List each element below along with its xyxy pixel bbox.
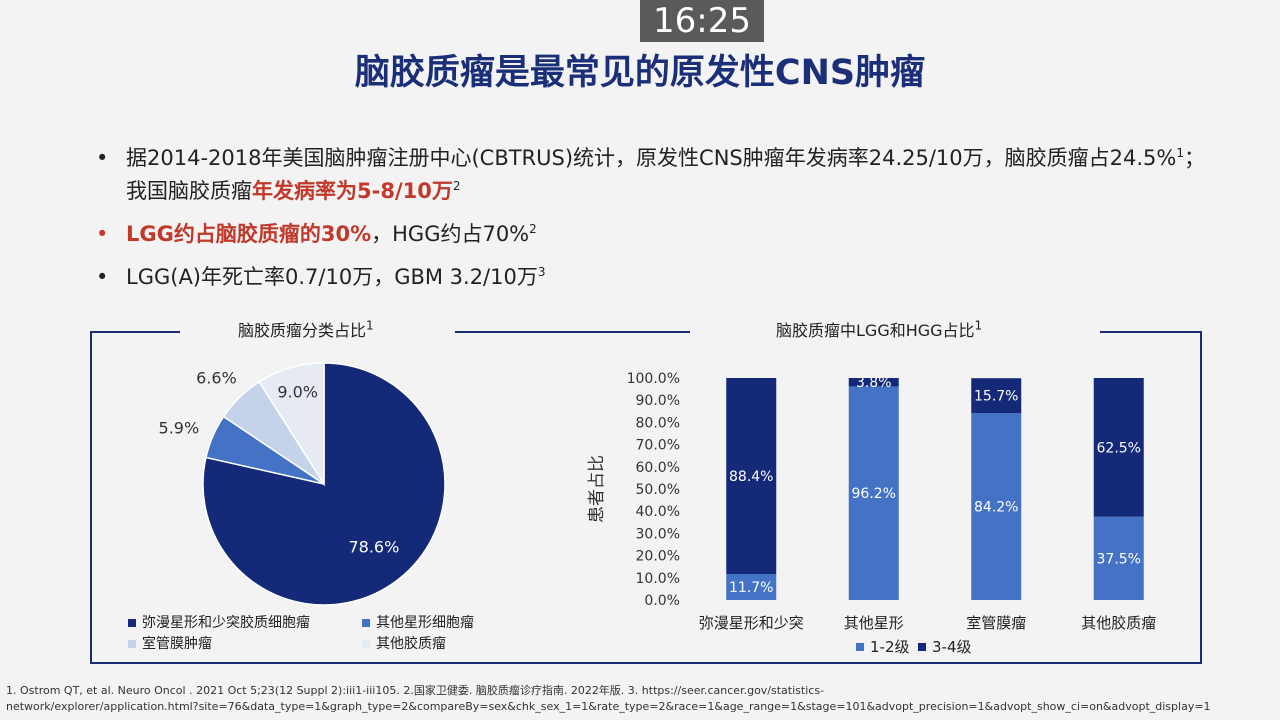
y-tick-label: 30.0% — [636, 526, 680, 542]
y-axis-label: 患者占比 — [587, 455, 607, 523]
legend-swatch — [362, 640, 370, 648]
pie-slice — [258, 362, 325, 487]
y-tick-label: 10.0% — [636, 571, 680, 587]
bar-value-label: 88.4% — [729, 469, 773, 485]
bullet-list: • 据2014-2018年美国脑肿瘤注册中心(CBTRUS)统计，原发性CNS肿… — [96, 142, 1206, 304]
footnote: 1. Ostrom QT, et al. Neuro Oncol . 2021 … — [6, 683, 1276, 715]
y-tick-label: 0.0% — [644, 593, 680, 609]
timer-display: 16:25 — [640, 0, 764, 42]
y-tick-label: 70.0% — [636, 438, 680, 454]
bar-segment — [848, 378, 899, 387]
bullet-highlight: 年发病率为5-8/10万 — [252, 179, 453, 203]
legend-label: 弥漫星形和少突胶质细胞瘤 — [142, 615, 310, 631]
legend-swatch — [918, 643, 926, 651]
y-tick-label: 60.0% — [636, 460, 680, 476]
bar-segment — [1093, 516, 1144, 600]
bullet-item: • LGG(A)年死亡率0.7/10万，GBM 3.2/10万3 — [96, 261, 1206, 294]
bar-value-label: 84.2% — [974, 500, 1018, 516]
x-tick-label: 室管膜瘤 — [966, 614, 1026, 632]
bullet-text: LGG(A)年死亡率0.7/10万，GBM 3.2/10万 — [126, 265, 538, 289]
bar-segment — [1093, 378, 1144, 517]
bar-panel-title: 脑胶质瘤中LGG和HGG占比1 — [768, 317, 991, 341]
legend-item: 弥漫星形和少突胶质细胞瘤 — [128, 612, 310, 632]
x-tick-label: 其他星形 — [844, 614, 904, 632]
legend-label: 1-2级 — [870, 638, 910, 656]
bullet-dot: • — [96, 146, 109, 170]
bullet-item: • LGG约占脑胶质瘤的30%，HGG约占70%2 — [96, 218, 1206, 251]
bar-segment — [726, 574, 777, 600]
pie-slice-label: 9.0% — [277, 382, 318, 401]
footnote-line: network/explorer/application.html?site=7… — [6, 700, 1211, 713]
bullet-dot: • — [96, 265, 109, 289]
legend-item: 室管膜肿瘤 — [128, 633, 212, 653]
bar-value-label: 3.8% — [856, 375, 892, 391]
slide-title: 脑胶质瘤是最常见的原发性CNS肿瘤 — [354, 53, 926, 93]
legend-label: 其他胶质瘤 — [376, 636, 446, 652]
bar-value-label: 96.2% — [852, 486, 896, 502]
bar-value-label: 62.5% — [1097, 440, 1141, 456]
bar-value-label: 15.7% — [974, 389, 1018, 405]
citation-sup: 2 — [452, 179, 461, 193]
pie-chart: 78.6% 5.9% 6.6% 9.0% — [159, 362, 446, 606]
pie-slice-label: 6.6% — [196, 369, 237, 388]
frame-top-segment — [1100, 331, 1202, 333]
citation-sup: 3 — [537, 265, 546, 279]
stacked-bar-chart: 0.0% 10.0% 20.0% 30.0% 40.0% 50.0% 60.0% 70.0% 8… — [587, 371, 1156, 656]
citation-sup: 1 — [1176, 146, 1185, 160]
y-tick-label: 100.0% — [627, 371, 680, 387]
legend-swatch — [362, 619, 370, 627]
bullet-item: • 据2014-2018年美国脑肿瘤注册中心(CBTRUS)统计，原发性CNS肿… — [96, 142, 1206, 208]
bullet-text: ，HGG约占70% — [371, 222, 530, 246]
x-tick-label: 弥漫星形和少突 — [699, 614, 804, 632]
pie-panel-title: 脑胶质瘤分类占比1 — [230, 317, 382, 341]
pie-slice-label: 78.6% — [348, 537, 399, 556]
legend-swatch — [856, 643, 864, 651]
x-tick-label: 其他胶质瘤 — [1081, 614, 1156, 632]
legend-label: 3-4级 — [932, 638, 972, 656]
citation-sup: 2 — [529, 222, 537, 236]
bar-segment — [971, 378, 1022, 414]
y-tick-label: 40.0% — [636, 504, 680, 520]
bar-segment — [971, 413, 1022, 600]
frame-top-segment — [455, 331, 690, 333]
legend-item: 其他胶质瘤 — [362, 633, 446, 653]
legend-swatch — [128, 619, 136, 627]
bullet-highlight: LGG约占脑胶质瘤的30% — [126, 222, 372, 246]
chart-frame — [90, 331, 1202, 664]
y-tick-label: 50.0% — [636, 482, 680, 498]
frame-top-segment — [90, 331, 180, 333]
bar-value-label: 37.5% — [1097, 551, 1141, 567]
bullet-text: 据2014-2018年美国脑肿瘤注册中心(CBTRUS)统计，原发性CNS肿瘤年… — [126, 146, 1177, 170]
bar-segment — [848, 386, 899, 600]
legend-item: 其他星形细胞瘤 — [362, 612, 474, 632]
bar-value-label: 11.7% — [729, 580, 773, 596]
footnote-line: 1. Ostrom QT, et al. Neuro Oncol . 2021 … — [6, 684, 825, 697]
bar-segment — [726, 378, 777, 575]
pie-slice-label: 5.9% — [159, 419, 200, 438]
bullet-dot: • — [96, 222, 109, 246]
y-tick-label: 20.0% — [636, 549, 680, 565]
y-tick-label: 80.0% — [636, 415, 680, 431]
bullet-text: ；我国脑胶质瘤 — [126, 146, 1206, 203]
legend-label: 其他星形细胞瘤 — [376, 615, 474, 631]
legend-swatch — [128, 640, 136, 648]
y-tick-label: 90.0% — [636, 393, 680, 409]
legend-label: 室管膜肿瘤 — [142, 636, 212, 652]
